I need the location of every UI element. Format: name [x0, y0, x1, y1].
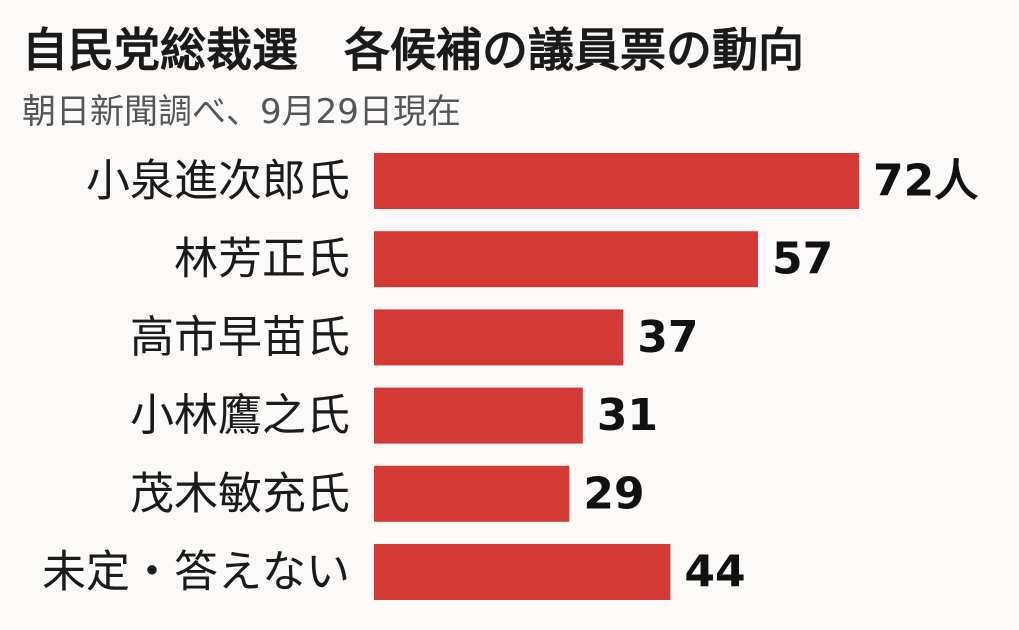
bar — [374, 153, 859, 209]
value-label: 57 — [772, 234, 833, 285]
bar — [374, 387, 583, 444]
value-label: 72人 — [873, 156, 978, 207]
bar — [374, 465, 570, 522]
bar — [374, 231, 758, 288]
chart-title: 自民党総裁選 各候補の議員票の動向 — [22, 23, 804, 77]
value-label: 29 — [583, 468, 644, 519]
value-label: 44 — [684, 547, 745, 598]
category-label: 林芳正氏 — [174, 234, 350, 285]
bar — [374, 309, 624, 366]
category-label: 未定・答えない — [42, 547, 350, 598]
bar — [374, 544, 671, 600]
value-label: 31 — [597, 390, 658, 441]
value-label: 37 — [637, 312, 698, 363]
chart-subtitle: 朝日新聞調べ、9月29日現在 — [22, 92, 461, 132]
category-label: 小林鷹之氏 — [130, 390, 350, 441]
category-label: 小泉進次郎氏 — [86, 156, 350, 207]
category-label: 茂木敏充氏 — [130, 468, 350, 519]
category-label: 高市早苗氏 — [130, 312, 350, 363]
